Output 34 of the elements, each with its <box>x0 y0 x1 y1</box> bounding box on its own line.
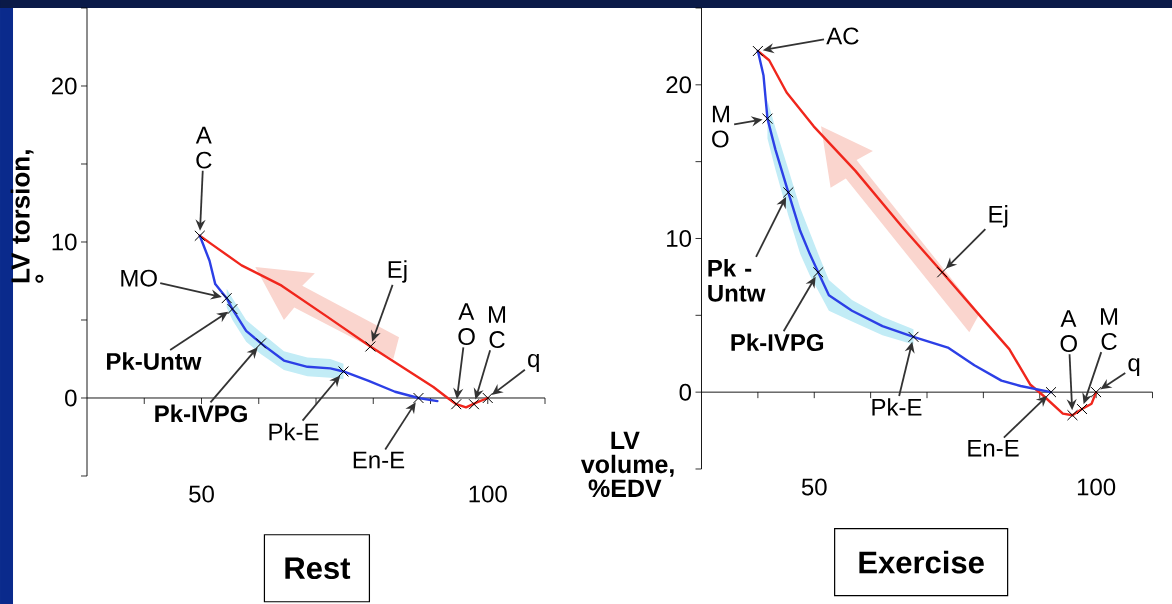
annotation: Ej <box>989 205 1008 228</box>
annotation: Pk-IVPG <box>731 333 824 352</box>
y-tick-label: 0 <box>65 389 77 407</box>
x-tick-label: 50 <box>189 485 214 503</box>
annotation: MO <box>121 269 157 287</box>
annotation: Ej <box>388 260 407 283</box>
annotation: Pk-E <box>269 422 319 441</box>
annotation: A C <box>195 126 212 169</box>
annotation: M C <box>1101 308 1118 350</box>
y-tick-label: 20 <box>666 76 692 94</box>
text: Exercise <box>859 550 984 574</box>
annotation: Pk-Untw <box>107 352 202 370</box>
annotation: AC <box>826 27 859 45</box>
y-tick-label: 20 <box>51 77 77 95</box>
text: Rest <box>285 557 351 580</box>
y-tick-label: 10 <box>667 230 692 247</box>
annotation: q <box>1128 358 1140 377</box>
y-axis-title: LV torsion, ° <box>10 150 44 283</box>
x-axis-title: LV volume, %EDV <box>580 431 674 498</box>
y-tick-label: 0 <box>679 383 692 401</box>
annotation: En-E <box>353 451 405 469</box>
annotation: q <box>528 354 539 372</box>
annotation: Pk -Untw <box>708 259 766 302</box>
annotation: A O <box>458 303 475 346</box>
annotation: A O <box>1060 310 1077 353</box>
annotation: M C <box>488 306 506 349</box>
annotation: Pk-E <box>872 398 922 416</box>
x-tick-label: 100 <box>469 485 507 503</box>
y-tick-label: 10 <box>52 233 77 251</box>
x-tick-label: 50 <box>801 478 827 496</box>
annotation: Pk-IVPG <box>155 404 247 423</box>
annotation: M O <box>712 105 729 148</box>
annotation: En-E <box>968 439 1019 457</box>
x-tick-label: 100 <box>1077 478 1116 496</box>
